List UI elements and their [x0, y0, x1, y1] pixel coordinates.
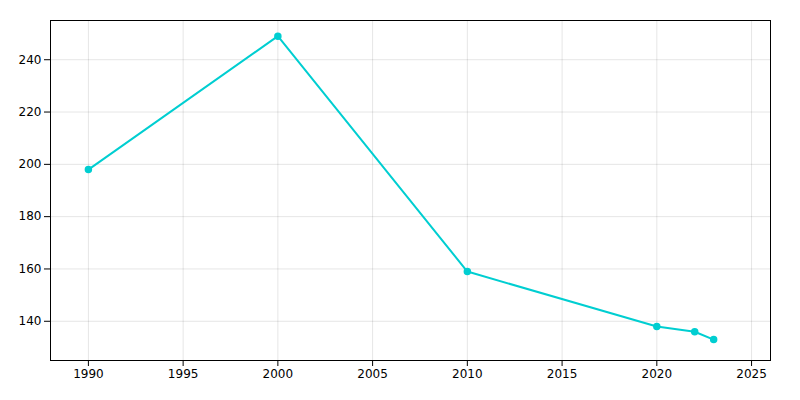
- svg-text:2005: 2005: [357, 367, 388, 381]
- svg-text:2025: 2025: [736, 367, 767, 381]
- svg-text:140: 140: [19, 314, 42, 328]
- svg-text:2000: 2000: [263, 367, 294, 381]
- svg-text:160: 160: [19, 262, 42, 276]
- svg-text:1995: 1995: [168, 367, 199, 381]
- svg-text:1990: 1990: [73, 367, 104, 381]
- svg-text:180: 180: [19, 209, 42, 223]
- svg-text:2010: 2010: [452, 367, 483, 381]
- svg-text:220: 220: [19, 105, 42, 119]
- svg-text:200: 200: [19, 157, 42, 171]
- svg-text:2015: 2015: [547, 367, 578, 381]
- svg-text:2020: 2020: [642, 367, 673, 381]
- svg-text:240: 240: [19, 53, 42, 67]
